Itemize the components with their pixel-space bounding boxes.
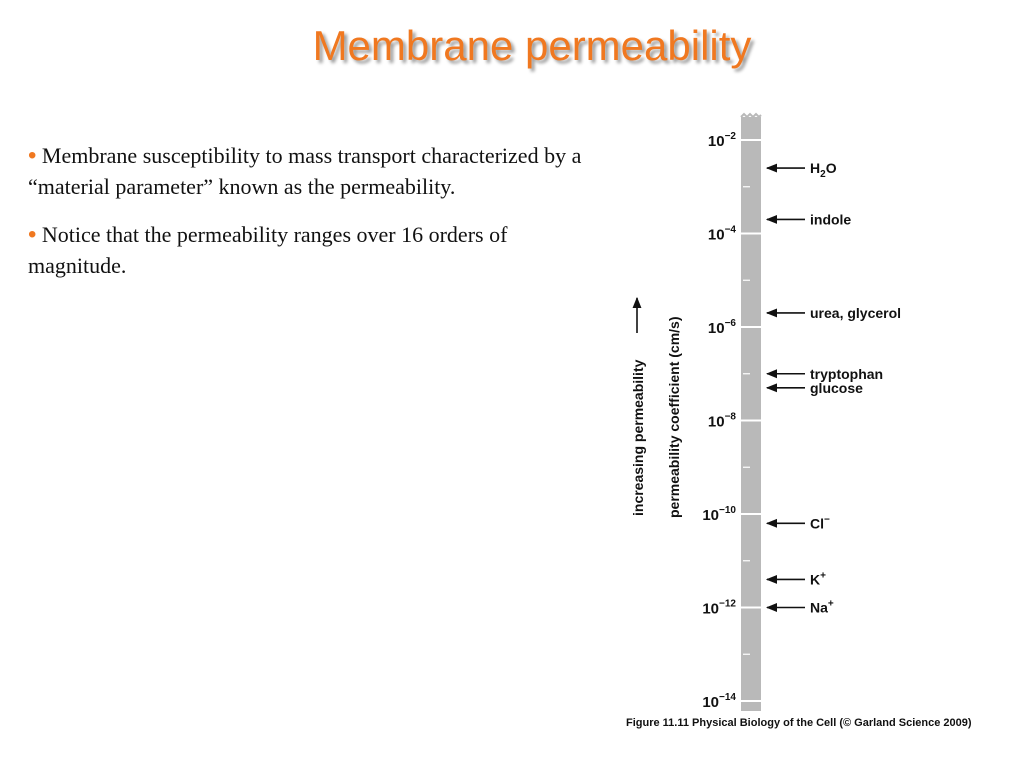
slide-title: Membrane permeability: [312, 22, 752, 69]
molecule-label: tryptophan: [810, 366, 883, 382]
bullet-list: • Membrane susceptibility to mass transp…: [28, 140, 588, 298]
molecule-label: indole: [810, 211, 851, 227]
bullet-dot-icon: •: [28, 221, 37, 248]
bullet-item: • Membrane susceptibility to mass transp…: [28, 140, 588, 202]
tick-label: 10−8: [708, 412, 737, 431]
increasing-permeability-label: increasing permeability: [630, 359, 646, 516]
bullet-text: Membrane susceptibility to mass transpor…: [28, 143, 582, 199]
figure-caption: Figure 11.11 Physical Biology of the Cel…: [626, 717, 972, 729]
bullet-item: • Notice that the permeability ranges ov…: [28, 219, 588, 281]
molecule-label: Na+: [810, 599, 834, 616]
permeability-bar: [741, 117, 761, 711]
tick-label: 10−14: [702, 692, 736, 711]
tick-label: 10−2: [708, 131, 737, 150]
bullet-text: Notice that the permeability ranges over…: [28, 222, 508, 278]
bar-top-serration: [740, 112, 762, 119]
axis-label: permeability coefficient (cm/s): [666, 316, 682, 518]
tick-label: 10−4: [708, 225, 737, 244]
molecule-label: Cl−: [810, 514, 830, 531]
molecule-label: K+: [810, 570, 826, 587]
tick-label: 10−12: [702, 599, 736, 618]
molecule-label: urea, glycerol: [810, 305, 901, 321]
tick-label: 10−10: [702, 505, 736, 524]
bullet-dot-icon: •: [28, 142, 37, 169]
molecule-label: glucose: [810, 380, 863, 396]
tick-label: 10−6: [708, 318, 737, 337]
molecule-label: H2O: [810, 160, 837, 180]
